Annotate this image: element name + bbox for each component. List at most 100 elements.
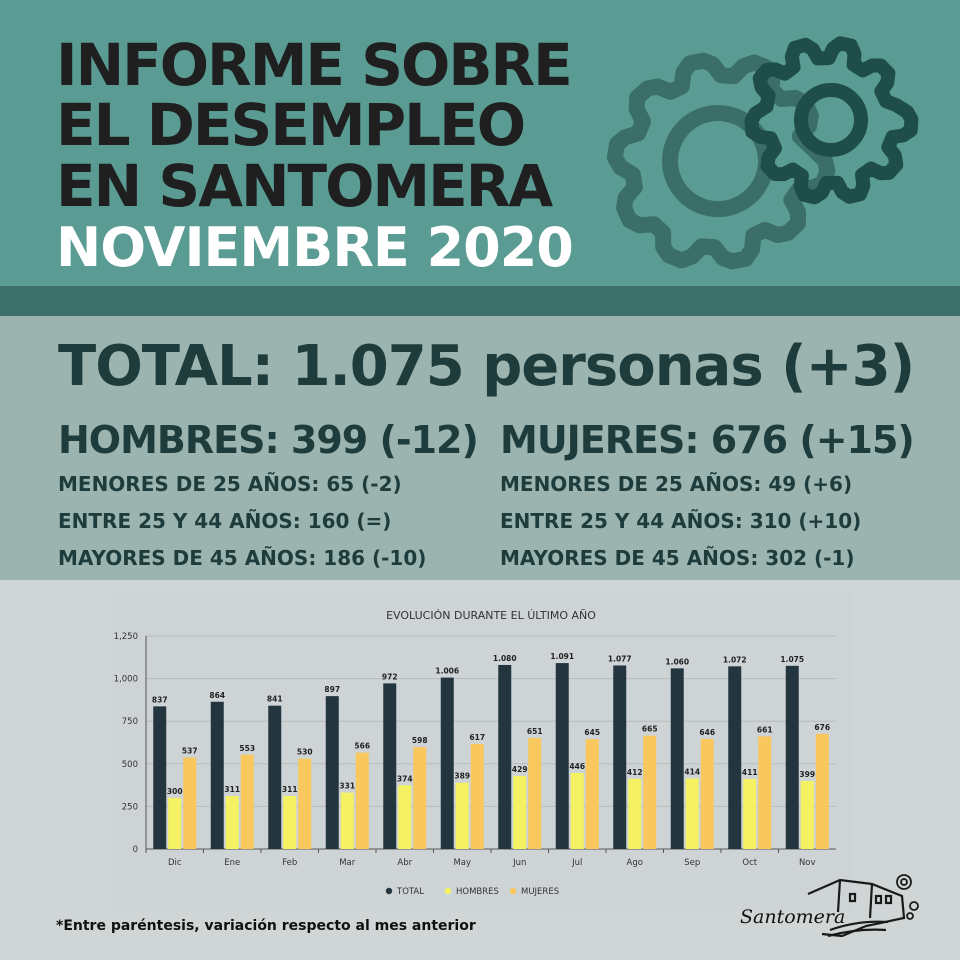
bar-total-dic: [153, 706, 167, 849]
data-label: 897: [324, 685, 340, 694]
x-tick-label: Jul: [571, 858, 582, 868]
y-tick-label: 1,250: [114, 632, 138, 642]
bar-total-ago: [613, 665, 627, 849]
bar-mujeres-oct: [758, 736, 772, 849]
hombres-menores-25: MENORES DE 25 AÑOS: 65 (-2): [58, 472, 402, 496]
data-label: 1.075: [780, 655, 804, 664]
bar-total-may: [440, 677, 454, 849]
data-label: 837: [152, 695, 168, 704]
bar-mujeres-ene: [240, 754, 254, 849]
data-label: 412: [627, 768, 643, 777]
x-tick-label: Mar: [339, 858, 356, 868]
bar-mujeres-dic: [183, 757, 197, 849]
bar-total-abr: [383, 683, 397, 849]
bar-total-sep: [670, 668, 684, 849]
data-label: 331: [339, 782, 355, 791]
bar-mujeres-feb: [298, 758, 312, 849]
data-label: 530: [297, 748, 313, 757]
x-tick-label: Ene: [224, 858, 240, 868]
footnote: *Entre paréntesis, variación respecto al…: [56, 918, 476, 934]
x-tick-label: May: [453, 858, 471, 868]
data-label: 446: [569, 762, 585, 771]
data-label: 1.080: [493, 654, 517, 663]
bar-total-nov: [785, 665, 799, 849]
x-tick-label: Abr: [397, 858, 412, 868]
data-label: 646: [699, 728, 715, 737]
y-tick-label: 250: [122, 802, 138, 812]
data-label: 1.060: [665, 657, 689, 666]
data-label: 661: [757, 725, 773, 734]
bar-mujeres-may: [470, 743, 484, 849]
data-label: 1.072: [723, 655, 747, 664]
bar-total-mar: [325, 696, 339, 849]
total-headline: TOTAL: 1.075 personas (+3): [58, 334, 915, 399]
bar-hombres-abr: [398, 785, 412, 849]
data-label: 972: [382, 672, 398, 681]
x-tick-label: Ago: [627, 858, 643, 868]
data-label: 374: [397, 774, 413, 783]
data-label: 676: [814, 723, 830, 732]
data-label: 311: [224, 785, 240, 794]
bar-hombres-jun: [513, 775, 527, 849]
data-label: 411: [742, 768, 758, 777]
logo-text: Santomera: [740, 906, 845, 928]
bar-hombres-may: [455, 782, 469, 849]
data-label: 864: [209, 691, 225, 700]
y-tick-label: 0: [133, 845, 138, 855]
legend-label: TOTAL: [396, 887, 424, 897]
gear-large-icon: [606, 52, 836, 270]
data-label: 1.077: [608, 654, 632, 663]
x-tick-label: Dic: [168, 858, 182, 868]
title-line-2: EL DESEMPLEO: [56, 91, 526, 159]
legend-marker-total: [385, 887, 393, 895]
data-label: 566: [354, 742, 370, 751]
x-tick-label: Oct: [742, 858, 757, 868]
bar-hombres-nov: [800, 781, 814, 849]
data-label: 389: [454, 772, 470, 781]
hombres-entre-25-44: ENTRE 25 Y 44 AÑOS: 160 (=): [58, 509, 392, 533]
hombres-title: HOMBRES: 399 (-12): [58, 418, 479, 462]
bar-total-jul: [555, 663, 569, 849]
bar-total-oct: [728, 666, 742, 849]
mujeres-entre-25-44: ENTRE 25 Y 44 AÑOS: 310 (+10): [500, 509, 862, 533]
bar-mujeres-mar: [355, 752, 369, 849]
x-tick-label: Jun: [512, 858, 526, 868]
chart-title: EVOLUCIÓN DURANTE EL ÚLTIMO AÑO: [386, 609, 596, 622]
x-tick-label: Nov: [799, 858, 816, 868]
title-line-3: EN SANTOMERA: [56, 152, 553, 220]
y-tick-label: 500: [122, 760, 138, 770]
data-label: 311: [282, 785, 298, 794]
divider-band: [0, 286, 960, 316]
x-tick-label: Feb: [282, 858, 297, 868]
report-month: NOVIEMBRE 2020: [56, 216, 574, 279]
bar-mujeres-abr: [413, 747, 427, 849]
title-line-1: INFORME SOBRE: [56, 31, 573, 99]
gears-icon: [606, 36, 919, 270]
data-label: 1.091: [550, 652, 574, 661]
bar-mujeres-jun: [528, 738, 542, 849]
data-label: 429: [512, 765, 528, 774]
bar-mujeres-ago: [643, 735, 657, 849]
bar-total-feb: [268, 705, 282, 849]
bar-hombres-ene: [225, 796, 239, 849]
data-label: 645: [584, 728, 600, 737]
data-label: 651: [527, 727, 543, 736]
data-label: 414: [684, 767, 700, 776]
bar-hombres-feb: [283, 796, 297, 849]
legend-label: MUJERES: [521, 887, 559, 897]
data-label: 300: [167, 787, 183, 796]
hombres-mayores-45: MAYORES DE 45 AÑOS: 186 (-10): [58, 546, 427, 570]
bar-hombres-oct: [743, 778, 757, 849]
stats-panel: [0, 316, 960, 580]
data-label: 1.006: [435, 667, 459, 676]
data-label: 841: [267, 695, 283, 704]
y-tick-label: 1,000: [114, 675, 138, 685]
bar-total-ene: [210, 701, 224, 849]
data-label: 598: [412, 736, 428, 745]
bar-mujeres-sep: [700, 738, 714, 849]
data-label: 617: [469, 733, 485, 742]
y-tick-label: 750: [122, 717, 138, 727]
bar-mujeres-nov: [815, 733, 829, 849]
x-tick-label: Sep: [684, 858, 700, 868]
data-label: 665: [642, 725, 658, 734]
